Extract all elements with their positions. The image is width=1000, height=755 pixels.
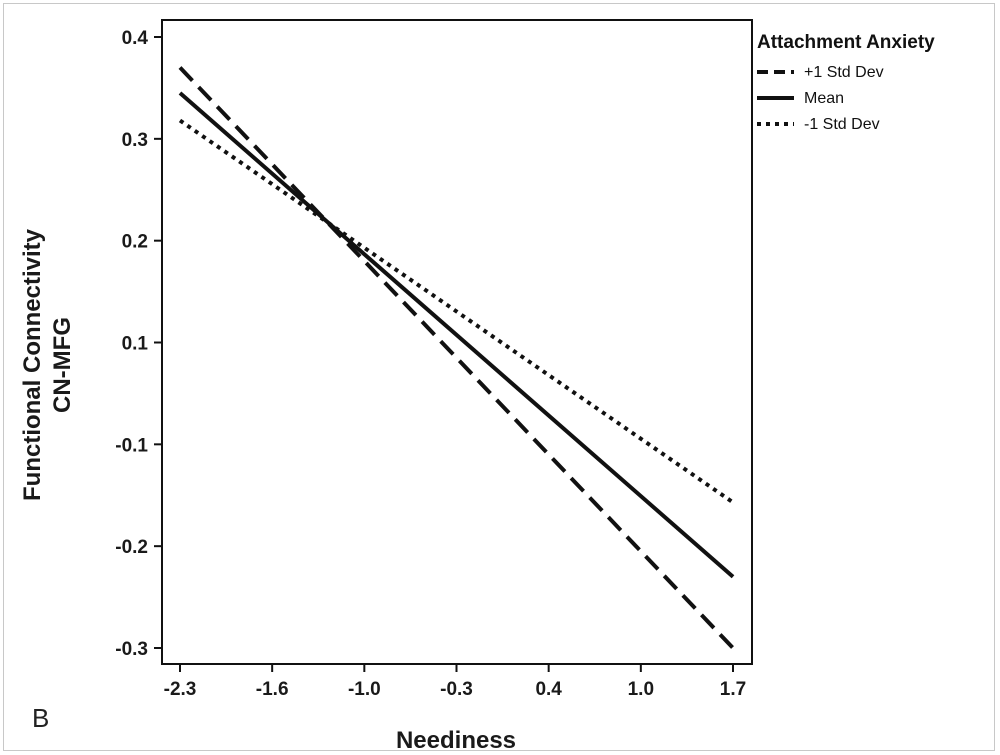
x-tick-label: -2.3 <box>164 679 197 700</box>
series-line-dotted <box>178 118 735 505</box>
y-tick-label: 0.3 <box>122 130 148 151</box>
y-axis-title-line-2: CN-MFG <box>49 317 76 413</box>
legend-label: Mean <box>804 90 844 107</box>
legend-title: Attachment Anxiety <box>757 32 935 53</box>
series-layer <box>178 66 735 650</box>
x-tick-label: 1.7 <box>720 679 746 700</box>
figure-frame <box>3 3 995 751</box>
y-tick-label: 0.4 <box>122 28 149 49</box>
plot-area <box>161 19 753 665</box>
y-tick-label: -0.2 <box>115 537 148 558</box>
y-tick-label: -0.1 <box>115 435 148 456</box>
y-tick-label: 0.1 <box>122 334 149 355</box>
x-tick-label: -1.0 <box>348 679 381 700</box>
x-tick-label: 0.4 <box>535 679 562 700</box>
panel-label: B <box>32 703 50 733</box>
x-tick-label: -1.6 <box>256 679 289 700</box>
y-axis-title-line-1: Functional Connectivity <box>19 228 46 501</box>
x-axis-title: Neediness <box>396 727 516 754</box>
x-tick-label: 1.0 <box>628 679 654 700</box>
legend-label: -1 Std Dev <box>804 116 880 133</box>
y-axis: 0.4 0.3 0.2 0.1 -0.1 -0.2 -0.3 <box>115 28 162 660</box>
y-tick-label: -0.3 <box>115 639 148 660</box>
legend: Attachment Anxiety +1 Std Dev Mean -1 Std … <box>757 32 935 133</box>
x-tick-label: -0.3 <box>440 679 473 700</box>
series-line-solid <box>178 91 735 579</box>
plot-border <box>161 19 753 665</box>
legend-label: +1 Std Dev <box>804 64 884 81</box>
x-axis: -2.3 -1.6 -1.0 -0.3 0.4 1.0 1.7 <box>164 664 746 700</box>
y-tick-label: 0.2 <box>122 232 148 253</box>
